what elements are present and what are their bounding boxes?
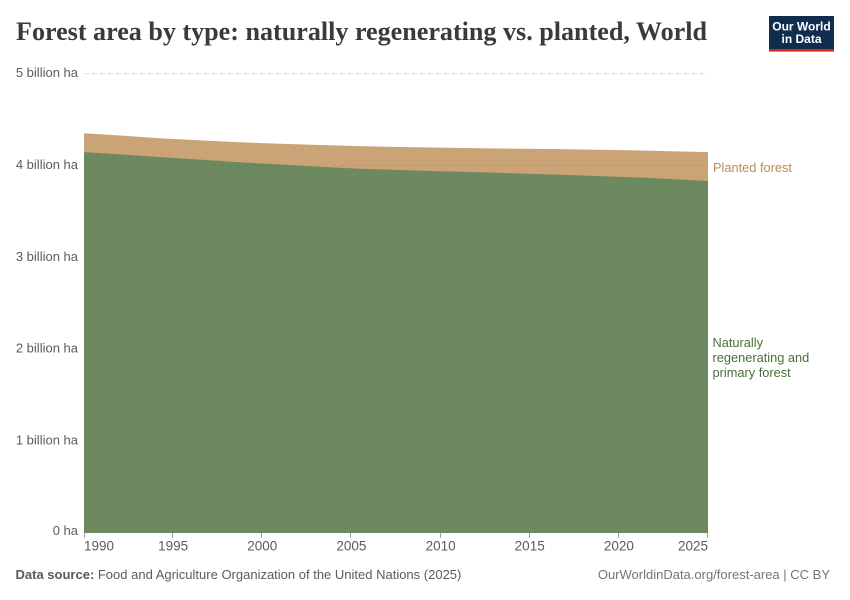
- svg-text:2005: 2005: [336, 539, 366, 554]
- svg-text:Our World: Our World: [772, 20, 830, 34]
- svg-text:2015: 2015: [515, 539, 545, 554]
- svg-text:Data source: Food and Agricult: Data source: Food and Agriculture Organi…: [16, 567, 462, 582]
- svg-text:OurWorldinData.org/forest-area: OurWorldinData.org/forest-area | CC BY: [598, 567, 830, 582]
- svg-text:2000: 2000: [247, 539, 277, 554]
- svg-text:2025: 2025: [678, 539, 708, 554]
- svg-text:1995: 1995: [158, 539, 188, 554]
- svg-text:4 billion ha: 4 billion ha: [16, 157, 79, 172]
- svg-text:0 ha: 0 ha: [53, 523, 79, 538]
- svg-text:5 billion ha: 5 billion ha: [16, 65, 79, 80]
- svg-text:2010: 2010: [426, 539, 456, 554]
- svg-text:regenerating and: regenerating and: [713, 350, 810, 365]
- svg-text:Naturally: Naturally: [713, 335, 764, 350]
- svg-text:Forest area by type: naturally: Forest area by type: naturally regenerat…: [16, 17, 707, 46]
- svg-text:1 billion ha: 1 billion ha: [16, 433, 79, 448]
- svg-text:3 billion ha: 3 billion ha: [16, 249, 79, 264]
- svg-text:in Data: in Data: [781, 32, 821, 46]
- svg-text:Planted forest: Planted forest: [713, 160, 792, 175]
- svg-text:2 billion ha: 2 billion ha: [16, 341, 79, 356]
- svg-text:2020: 2020: [604, 539, 634, 554]
- svg-text:1990: 1990: [84, 539, 114, 554]
- svg-text:primary forest: primary forest: [713, 365, 792, 380]
